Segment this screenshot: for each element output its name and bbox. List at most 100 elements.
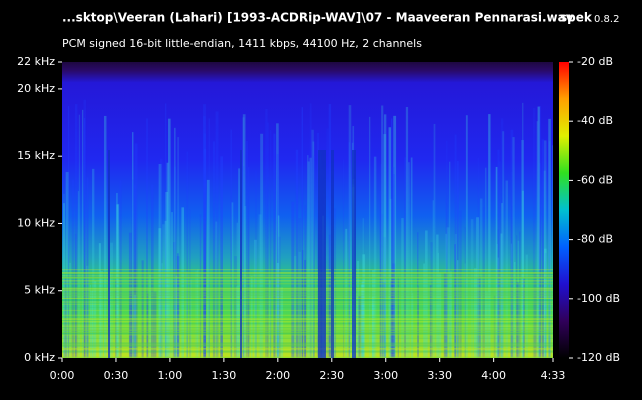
subtitle: PCM signed 16-bit little-endian, 1411 kb… (62, 37, 422, 50)
texture-streak (522, 102, 524, 358)
texture-streak (164, 220, 167, 358)
y-tick-label: 0 kHz (24, 351, 55, 364)
texture-band (62, 272, 553, 274)
texture-band (62, 293, 553, 295)
texture-band (62, 289, 553, 291)
texture-streak (186, 151, 189, 358)
texture-streak (383, 114, 387, 358)
texture-band (62, 356, 553, 358)
texture-streak (465, 115, 468, 358)
texture-streak (128, 232, 132, 358)
texture-band (62, 328, 553, 330)
texture-streak (280, 287, 284, 358)
texture-streak (404, 157, 406, 358)
texture-streak (449, 191, 451, 358)
texture-band (62, 323, 553, 325)
texture-streak (190, 279, 192, 358)
texture-band (62, 291, 553, 293)
texture-streak (293, 255, 297, 358)
texture-streak (298, 218, 302, 358)
texture-streak (405, 106, 409, 358)
texture-streak (94, 281, 97, 358)
texture-streak (510, 129, 514, 358)
texture-streak (525, 254, 528, 358)
texture-streak (177, 137, 180, 358)
texture-streak (516, 235, 518, 358)
spectrogram-texture (62, 99, 553, 358)
texture-streak (436, 234, 439, 358)
texture-streak (132, 132, 134, 358)
texture-streak (77, 191, 80, 358)
texture-band (62, 342, 553, 344)
texture-streak (161, 263, 163, 358)
texture-streak (371, 270, 375, 358)
texture-band (62, 357, 553, 358)
texture-streak (548, 118, 551, 358)
texture-streak (141, 260, 144, 358)
texture-band (62, 289, 553, 291)
texture-streak (383, 134, 387, 358)
texture-band (62, 276, 553, 278)
texture-band (62, 348, 553, 350)
x-tick-label: 2:00 (265, 369, 290, 382)
texture-band (62, 277, 553, 279)
texture-band (62, 322, 553, 324)
texture-band (62, 351, 553, 353)
colorbar-tick-label: -60 dB (577, 173, 613, 186)
texture-streak (84, 118, 86, 358)
x-tick-label: 1:00 (158, 369, 183, 382)
texture-band (62, 320, 553, 322)
texture-streak (273, 133, 276, 358)
texture-streak (457, 160, 459, 358)
texture-streak (244, 205, 247, 358)
texture-streak (166, 162, 169, 358)
texture-band (62, 326, 553, 328)
texture-streak (174, 275, 178, 358)
texture-streak (470, 219, 474, 358)
texture-streak (383, 237, 386, 358)
texture-band (62, 329, 553, 331)
texture-streak (485, 291, 488, 358)
x-tick-label: 3:00 (373, 369, 398, 382)
texture-streak (159, 158, 163, 358)
texture-streak (493, 295, 496, 358)
texture-streak (392, 263, 396, 358)
texture-gap (240, 150, 242, 358)
texture-band (62, 271, 553, 273)
texture-streak (478, 276, 481, 358)
texture-streak (230, 129, 232, 358)
texture-band (62, 314, 553, 316)
texture-band (62, 316, 553, 318)
texture-streak (277, 215, 280, 358)
texture-streak (407, 162, 410, 358)
texture-streak (206, 179, 210, 358)
texture-band (62, 330, 553, 332)
texture-streak (446, 227, 450, 358)
texture-streak (429, 285, 432, 358)
y-tick-label: 5 kHz (24, 284, 55, 297)
texture-band (62, 337, 553, 339)
texture-band (62, 324, 553, 326)
texture-streak (502, 131, 505, 358)
texture-band (62, 294, 553, 296)
texture-band (62, 333, 553, 335)
texture-streak (162, 224, 165, 358)
texture-streak (185, 271, 188, 358)
texture-streak (110, 242, 113, 358)
texture-band (62, 332, 553, 334)
texture-streak (532, 108, 536, 358)
texture-streak (148, 274, 152, 358)
texture-streak (316, 132, 320, 358)
texture-streak (242, 166, 245, 358)
texture-streak (189, 209, 191, 358)
texture-streak (236, 222, 239, 358)
texture-band (62, 351, 553, 353)
texture-band (62, 318, 553, 320)
colorbar (559, 62, 569, 358)
texture-streak (133, 294, 137, 358)
texture-band (62, 273, 553, 275)
texture-band (62, 277, 553, 279)
texture-streak (348, 142, 350, 358)
texture-streak (534, 273, 537, 358)
texture-streak (309, 157, 312, 358)
